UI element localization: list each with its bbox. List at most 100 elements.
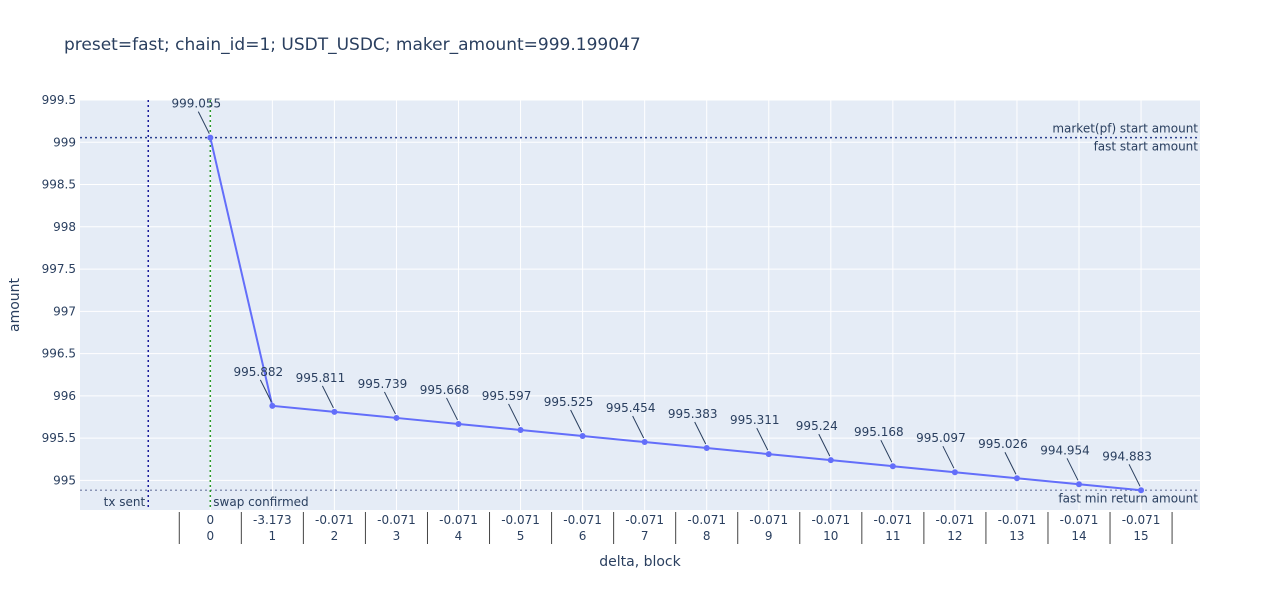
data-point: [517, 426, 524, 433]
label-arrow: [880, 439, 893, 463]
x-tick-delta: -0.071: [687, 513, 726, 527]
x-tick-block: 5: [517, 529, 525, 543]
x-tick-block: 2: [331, 529, 339, 543]
y-tick-label: 996.5: [42, 347, 76, 361]
label-arrow: [632, 415, 645, 439]
data-label: 995.24: [796, 419, 838, 433]
x-tick-delta: -0.071: [749, 513, 788, 527]
data-label: 995.882: [234, 365, 284, 379]
label-arrow: [508, 403, 521, 427]
y-tick-label: 997.5: [42, 262, 76, 276]
x-tick-delta: -0.071: [625, 513, 664, 527]
data-label: 995.383: [668, 407, 718, 421]
data-label: 994.954: [1040, 443, 1090, 457]
data-label: 995.739: [358, 377, 408, 391]
data-label: 994.883: [1102, 449, 1152, 463]
label-arrow: [570, 409, 583, 433]
label-arrow: [694, 421, 707, 445]
y-axis-title: amount: [7, 277, 23, 332]
v-line-label: swap confirmed: [213, 495, 308, 509]
x-tick-block: 4: [455, 529, 463, 543]
h-line-label: market(pf) start amount: [1052, 122, 1198, 136]
y-tick-label: 998: [53, 220, 76, 234]
data-point: [269, 402, 276, 409]
x-tick-delta: -0.071: [1060, 513, 1099, 527]
x-tick-delta: -0.071: [563, 513, 602, 527]
x-tick-delta: -0.071: [998, 513, 1037, 527]
y-axis-ticks: 995 995.5 996 996.5 997 997.5 998 998.5 999 999.5: [42, 93, 76, 487]
data-label: 995.668: [420, 383, 470, 397]
x-tick-block: 1: [269, 529, 277, 543]
label-arrow: [756, 427, 769, 451]
data-label: 995.454: [606, 401, 656, 415]
label-arrow: [818, 433, 831, 457]
data-point: [889, 463, 896, 470]
data-point: [765, 451, 772, 458]
x-tick-delta: -0.071: [501, 513, 540, 527]
data-point: [1076, 481, 1083, 488]
data-label: 995.811: [296, 371, 346, 385]
x-tick-delta: -0.071: [936, 513, 975, 527]
data-point: [703, 445, 710, 452]
y-tick-label: 995.5: [42, 431, 76, 445]
data-point: [1138, 487, 1145, 494]
data-label: 995.168: [854, 425, 904, 439]
x-tick-block: 6: [579, 529, 587, 543]
x-tick-delta: -3.173: [253, 513, 292, 527]
x-tick-block: 0: [206, 529, 214, 543]
y-tick-label: 995: [53, 473, 76, 487]
data-point: [827, 457, 834, 464]
label-arrow: [1004, 451, 1017, 475]
x-tick-delta: -0.071: [1122, 513, 1161, 527]
horizontal-reference-lines: market(pf) start amount fast start amount…: [80, 122, 1200, 505]
x-tick-block: 10: [823, 529, 838, 543]
data-label: 995.311: [730, 413, 780, 427]
data-point: [1013, 475, 1020, 482]
data-point: [207, 134, 214, 141]
x-tick-delta: -0.071: [315, 513, 354, 527]
v-line-label: tx sent: [104, 495, 146, 509]
label-arrow: [1128, 464, 1141, 487]
x-tick-delta: -0.071: [811, 513, 850, 527]
y-tick-label: 997: [53, 304, 76, 318]
data-label: 995.097: [916, 431, 966, 445]
series-line: [209, 137, 1142, 492]
label-arrow: [942, 445, 955, 469]
label-arrow: [446, 397, 458, 421]
x-tick-block: 9: [765, 529, 773, 543]
x-tick-block: 15: [1133, 529, 1148, 543]
x-tick-block: 7: [641, 529, 649, 543]
x-tick-block: 11: [885, 529, 900, 543]
x-tick-block: 3: [393, 529, 401, 543]
data-point: [641, 439, 648, 446]
x-tick-block: 12: [947, 529, 962, 543]
label-arrow: [321, 385, 334, 409]
data-point: [455, 420, 462, 427]
y-tick-label: 999: [53, 135, 76, 149]
series-amount: [207, 134, 1145, 494]
x-tick-block: 14: [1071, 529, 1086, 543]
y-tick-label: 999.5: [42, 93, 76, 107]
x-tick-delta: -0.071: [439, 513, 478, 527]
data-point: [393, 414, 400, 421]
data-label: 999.055: [171, 97, 221, 111]
chart-title: preset=fast; chain_id=1; USDT_USDC; make…: [64, 35, 641, 55]
label-arrow: [197, 111, 210, 134]
y-tick-label: 996: [53, 389, 76, 403]
x-tick-block: 13: [1009, 529, 1024, 543]
x-axis-ticks: 0 0 -3.173 1 -0.071 2 -0.071 3 -0.071 4 -0.071 5 -0.…: [178, 512, 1173, 544]
data-label: 995.597: [482, 389, 532, 403]
label-arrow: [384, 391, 396, 415]
data-label: 995.525: [544, 395, 594, 409]
data-point: [579, 433, 586, 440]
x-tick-delta: -0.071: [377, 513, 416, 527]
label-arrow: [259, 379, 272, 403]
x-axis-title: delta, block: [599, 554, 681, 570]
h-line-label: fast min return amount: [1058, 491, 1198, 505]
x-tick-delta: 0: [206, 513, 214, 527]
data-point: [951, 469, 958, 476]
point-labels: 999.055 995.882 995.811 995.739 995.668 995.5…: [171, 97, 1152, 487]
y-tick-label: 998.5: [42, 178, 76, 192]
vertical-reference-lines: tx sent swap confirmed: [104, 100, 309, 510]
